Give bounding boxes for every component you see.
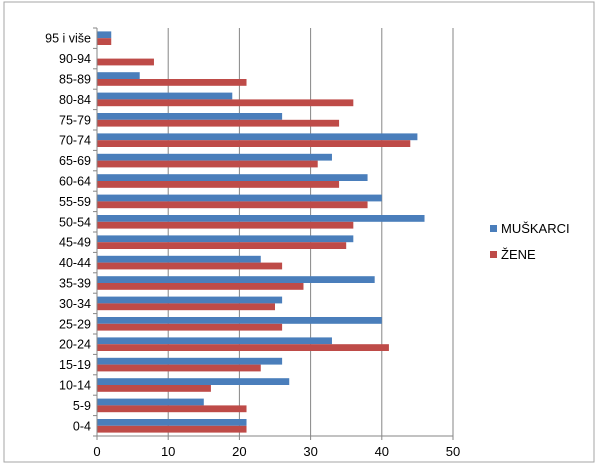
y-tick-label: 60-64 <box>59 175 91 189</box>
bar-muskarci <box>97 337 332 345</box>
legend-label: ŽENE <box>501 247 536 262</box>
y-tick-label: 30-34 <box>59 297 91 311</box>
y-tick-label: 5-9 <box>73 399 91 413</box>
y-tick-label: 75-79 <box>59 113 91 127</box>
bar-zene <box>97 283 304 290</box>
bar-muskarci <box>97 72 140 79</box>
y-tick-label: 25-29 <box>59 317 91 331</box>
bar-zene <box>97 58 154 66</box>
y-tick-label: 95 i više <box>45 32 91 46</box>
bar-zene <box>97 323 283 331</box>
legend-label: MUŠKARCI <box>501 221 570 236</box>
bar-zene <box>97 344 389 351</box>
y-tick-label: 85-89 <box>59 73 91 87</box>
bar-muskarci <box>97 357 283 365</box>
bar-muskarci <box>97 276 375 283</box>
bar-muskarci <box>97 296 283 304</box>
bar-muskarci <box>97 31 112 39</box>
bar-zene <box>97 79 247 86</box>
x-tick-label: 50 <box>446 444 460 459</box>
bar-zene <box>97 119 340 127</box>
bar-muskarci <box>97 174 368 181</box>
y-tick-label: 20-24 <box>59 338 91 352</box>
bar-muskarci <box>97 317 382 324</box>
axes: 0 10 20 30 40 50 95 i više 90-94 85-89 80-84 75-79… <box>45 27 460 459</box>
x-tick-label: 20 <box>232 444 246 459</box>
bar-zene <box>97 38 112 45</box>
legend-swatch <box>490 251 497 258</box>
legend-swatch <box>490 225 497 232</box>
bar-zene <box>97 160 318 168</box>
y-tick-label: 65-69 <box>59 154 91 168</box>
bar-zene <box>97 242 347 249</box>
bar-muskarci <box>97 419 247 426</box>
bar-zene <box>97 140 411 147</box>
x-tick-label: 0 <box>93 444 100 459</box>
bar-zene <box>97 385 211 392</box>
bar-muskarci <box>97 153 332 161</box>
bar-muskarci <box>97 255 261 263</box>
bar-zene <box>97 221 354 229</box>
y-tick-label: 35-39 <box>59 277 91 291</box>
bar-zene <box>97 425 247 433</box>
legend: MUŠKARCI ŽENE <box>490 221 570 262</box>
bar-muskarci <box>97 113 283 120</box>
y-tick-label: 15-19 <box>59 358 91 372</box>
y-tick-label: 40-44 <box>59 256 91 270</box>
y-tick-label: 50-54 <box>59 215 91 229</box>
bar-muskarci <box>97 194 382 202</box>
bar-muskarci <box>97 398 204 406</box>
bar-zene <box>97 405 247 413</box>
bars <box>97 31 425 433</box>
bar-muskarci <box>97 92 233 100</box>
bar-zene <box>97 201 368 209</box>
y-tick-label: 55-59 <box>59 195 91 209</box>
bar-muskarci <box>97 215 425 222</box>
bar-muskarci <box>97 133 418 141</box>
y-tick-label: 70-74 <box>59 134 91 148</box>
y-tick-label: 10-14 <box>59 379 91 393</box>
bar-zene <box>97 262 283 270</box>
bar-zene <box>97 364 261 372</box>
y-tick-label: 0-4 <box>73 419 91 433</box>
x-tick-label: 40 <box>375 444 389 459</box>
bar-zene <box>97 181 340 188</box>
bar-muskarci <box>97 235 354 243</box>
bar-zene <box>97 303 275 311</box>
bar-zene <box>97 99 354 107</box>
y-tick-label: 45-49 <box>59 236 91 250</box>
x-tick-label: 10 <box>161 444 175 459</box>
bar-muskarci <box>97 378 290 385</box>
y-tick-label: 80-84 <box>59 93 91 107</box>
y-tick-label: 90-94 <box>59 52 91 66</box>
x-tick-label: 30 <box>303 444 317 459</box>
